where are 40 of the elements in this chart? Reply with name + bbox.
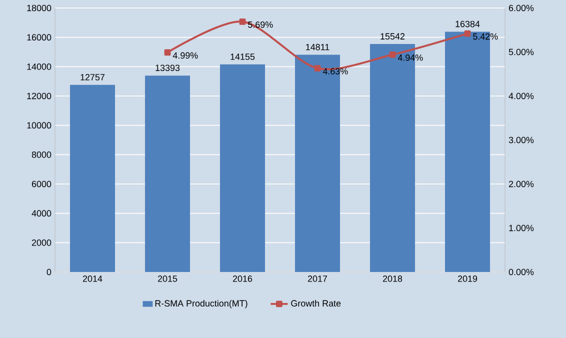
x-tick-label: 2017 bbox=[308, 276, 328, 282]
legend-label: R-SMA Production(MT) bbox=[155, 300, 248, 308]
y-tick-label: 16000 bbox=[27, 34, 52, 41]
y-tick-label: 6000 bbox=[32, 180, 52, 188]
bar bbox=[220, 64, 266, 272]
y2-tick-label: 2.00% bbox=[508, 180, 534, 188]
point bbox=[389, 51, 396, 58]
y-tick-label: 8000 bbox=[32, 151, 52, 158]
data-label: 14811 bbox=[306, 44, 330, 50]
y-tick-label: 10000 bbox=[27, 122, 52, 129]
x-tick-label: 2018 bbox=[382, 276, 402, 282]
data-label: 16384 bbox=[456, 20, 480, 28]
data-label: 15542 bbox=[380, 33, 405, 40]
y-tick-label: 0 bbox=[46, 268, 52, 276]
x-tick-label: 2019 bbox=[458, 276, 478, 282]
y2-tick-label: 5.00% bbox=[508, 48, 534, 56]
y-tick-label: 14000 bbox=[27, 63, 52, 70]
point bbox=[314, 65, 321, 72]
bar bbox=[145, 76, 190, 272]
y-tick-label: 2000 bbox=[32, 239, 52, 246]
y2-tick-label: 6.00% bbox=[508, 4, 534, 12]
y2-tick-label: 1.00% bbox=[509, 224, 534, 232]
data-label: 14155 bbox=[230, 54, 255, 60]
x-tick-label: 2015 bbox=[158, 276, 178, 282]
y-tick-label: 18000 bbox=[27, 4, 52, 12]
x-tick-label: 2016 bbox=[232, 276, 252, 282]
legend-label: Growth Rate bbox=[291, 300, 341, 307]
x-tick-label: 2014 bbox=[82, 276, 102, 282]
data-label: 12757 bbox=[80, 74, 105, 80]
bar bbox=[70, 84, 115, 272]
point bbox=[164, 49, 171, 56]
y2-tick-label: 4.00% bbox=[508, 92, 534, 100]
y-tick-label: 12000 bbox=[27, 92, 52, 100]
y2-tick-label: 3.00% bbox=[508, 136, 534, 144]
data-label: 13393 bbox=[156, 64, 180, 72]
y2-tick-label: 0.00% bbox=[508, 268, 534, 276]
data-label: 4.99% bbox=[172, 52, 198, 59]
point bbox=[239, 18, 246, 25]
point bbox=[464, 30, 471, 37]
y-tick-label: 4000 bbox=[32, 210, 52, 217]
